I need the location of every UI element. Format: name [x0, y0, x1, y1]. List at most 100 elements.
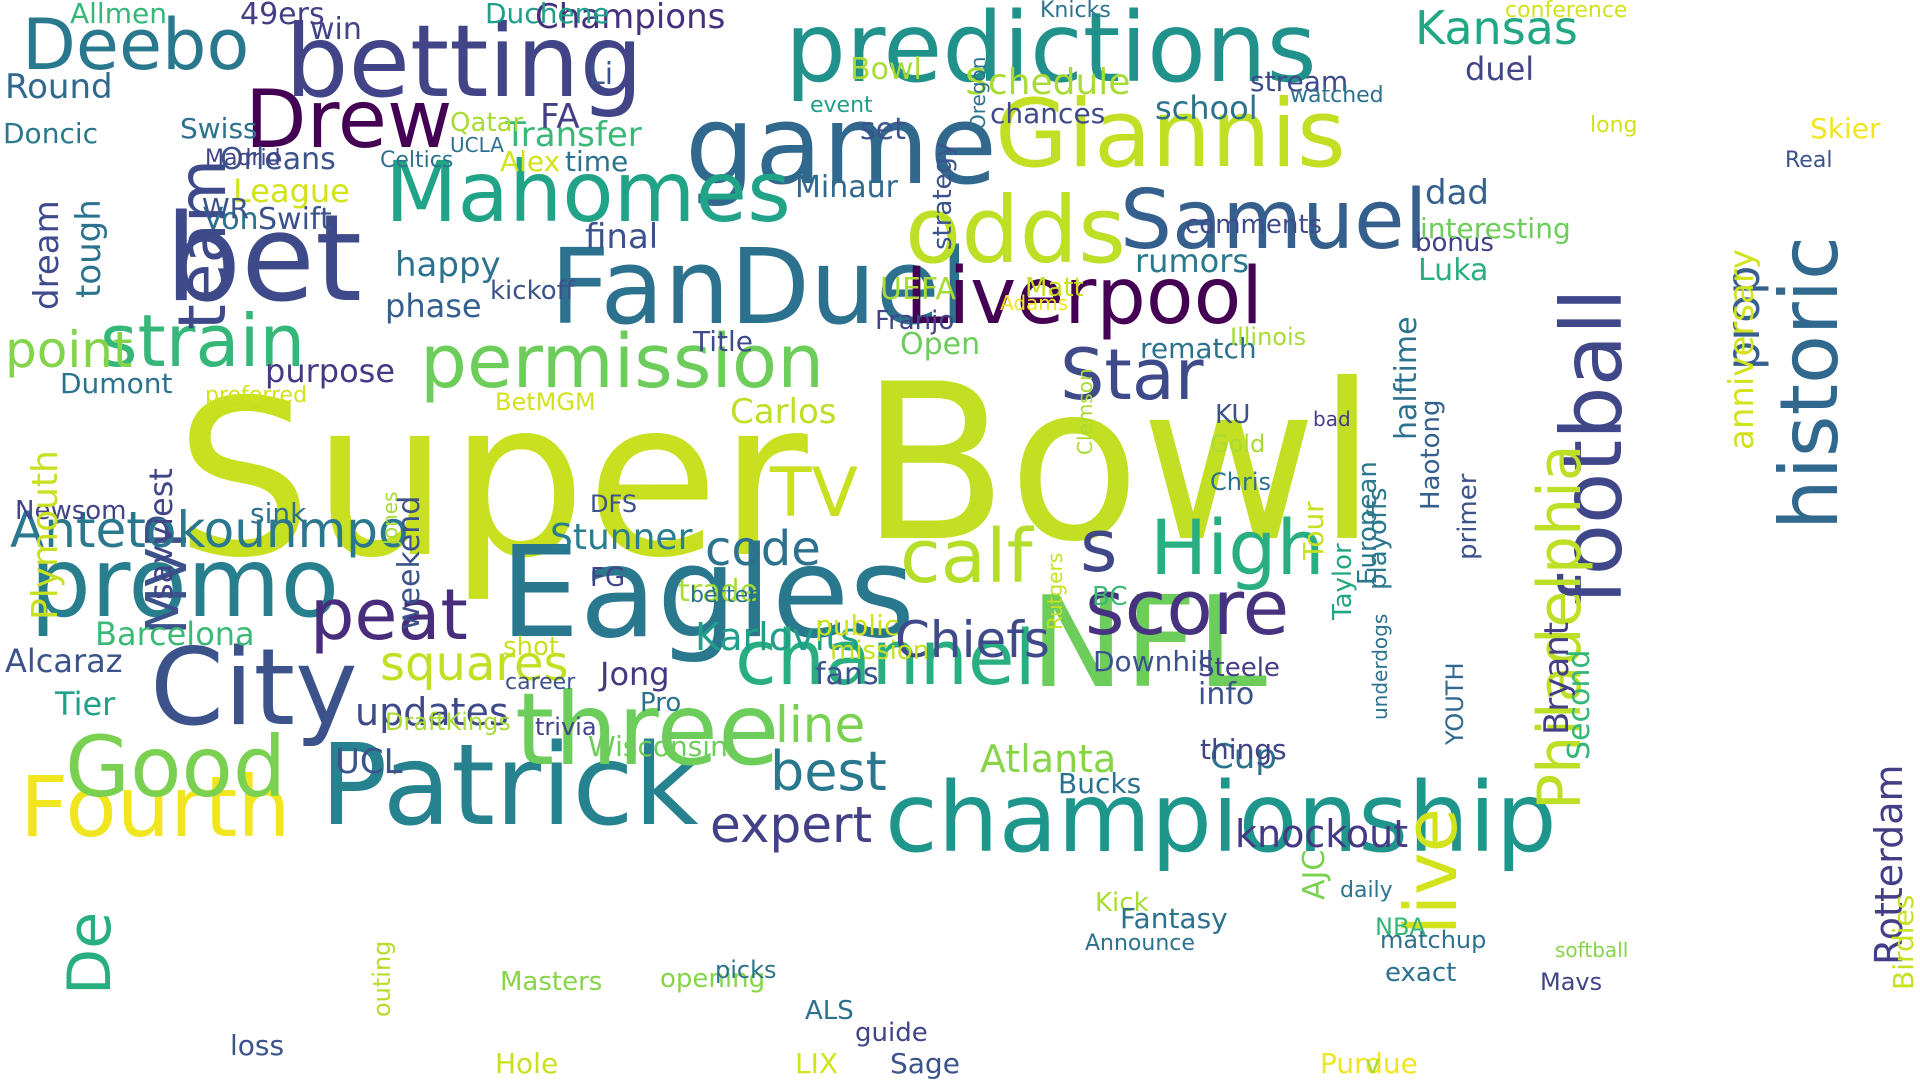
cloud-word: set — [860, 112, 906, 147]
cloud-word: trade — [678, 574, 758, 609]
cloud-word: BC — [1092, 582, 1128, 612]
cloud-word: Newsom — [15, 496, 127, 526]
cloud-word: Champions — [535, 0, 726, 37]
cloud-word: Celtics — [380, 148, 454, 173]
cloud-word: preferred — [205, 383, 308, 408]
cloud-word: three — [515, 671, 780, 788]
cloud-word: historic — [1763, 235, 1856, 530]
cloud-word: underdogs — [1368, 613, 1392, 720]
cloud-word: mission — [830, 636, 930, 666]
cloud-word: Announce — [1085, 931, 1195, 956]
cloud-word: Dumont — [60, 367, 173, 400]
cloud-word: Steele — [1198, 653, 1280, 683]
cloud-word: code — [705, 521, 821, 577]
cloud-word: FA — [540, 97, 580, 137]
cloud-word: Jones — [378, 491, 402, 545]
cloud-word: score — [1085, 563, 1290, 652]
cloud-word: Fantasy — [1120, 902, 1228, 935]
cloud-word: info — [1198, 677, 1255, 712]
cloud-word: expert — [710, 796, 873, 854]
cloud-word: NBA — [1375, 913, 1426, 941]
cloud-word: Duchene — [485, 0, 610, 30]
cloud-word: Tour — [1297, 501, 1330, 560]
cloud-word: Karlovits — [695, 615, 860, 659]
cloud-word: Madrid — [205, 146, 281, 171]
cloud-word: strategy — [928, 141, 958, 250]
cloud-word: KU — [1215, 400, 1251, 430]
cloud-word: fans — [815, 657, 879, 692]
cloud-word: dad — [1425, 173, 1489, 213]
cloud-word: opening — [660, 964, 766, 994]
cloud-word: stream — [1250, 65, 1349, 98]
cloud-word: Alex — [500, 145, 561, 178]
cloud-word: Eagles — [500, 519, 915, 666]
cloud-word: Mahomes — [385, 143, 791, 241]
cloud-word: strain — [100, 299, 306, 383]
cloud-word: Illinois — [1230, 323, 1307, 351]
cloud-word: UEFA — [880, 272, 956, 307]
cloud-word: time — [565, 145, 629, 178]
cloud-word: better — [690, 583, 758, 608]
cloud-word: Downhill — [1093, 645, 1214, 678]
cloud-word: trivia — [535, 713, 597, 741]
cloud-word: Hole — [495, 1047, 559, 1080]
cloud-word: Swiss — [180, 112, 258, 145]
cloud-word: Haotong — [1416, 399, 1446, 510]
cloud-word: Masters — [500, 967, 603, 997]
cloud-word: Oregon — [966, 56, 990, 130]
cloud-word: Stunner — [550, 517, 693, 558]
cloud-word: permission — [420, 319, 825, 405]
cloud-word: Patrick — [320, 721, 699, 851]
cloud-word: 49ers — [240, 0, 325, 32]
cloud-word: Deebo — [22, 4, 250, 86]
cloud-word: shot — [503, 632, 560, 662]
cloud-word: Atlanta — [980, 737, 1117, 781]
cloud-word: Carlos — [730, 392, 837, 432]
cloud-word: bonus — [1415, 228, 1494, 258]
cloud-word: duel — [1465, 50, 1535, 88]
cloud-word: Samuel — [1120, 173, 1428, 268]
cloud-word: loss — [230, 1029, 285, 1062]
cloud-word: chances — [990, 97, 1106, 130]
cloud-word: win — [310, 12, 362, 47]
cloud-word: updates — [355, 690, 509, 734]
cloud-word: Kansas — [1415, 1, 1578, 55]
cloud-word: career — [505, 670, 576, 695]
cloud-word: final — [585, 217, 659, 257]
cloud-word: Swift — [258, 202, 332, 237]
cloud-word: Barcelona — [95, 615, 255, 653]
cloud-word: guide — [855, 1018, 928, 1048]
cloud-word: exact — [1385, 958, 1457, 988]
cloud-word: softball — [1555, 938, 1629, 962]
cloud-word: watched — [1290, 83, 1384, 108]
cloud-word: AJC — [1297, 849, 1332, 900]
cloud-word: Liverpool — [905, 252, 1263, 342]
cloud-word: kickoff — [490, 276, 575, 306]
cloud-word: savviest — [142, 468, 180, 600]
cloud-word: Allmen — [70, 0, 167, 30]
cloud-word: TV — [770, 454, 859, 533]
cloud-word: Super — [175, 354, 808, 605]
cloud-word: Knicks — [1040, 0, 1111, 23]
cloud-word: public — [815, 609, 900, 642]
cloud-word: anniversary — [1722, 248, 1762, 450]
cloud-word: Li — [588, 57, 614, 92]
cloud-word: Wisconsin — [588, 730, 728, 763]
cloud-word: Fourth — [20, 758, 291, 856]
cloud-word: channel — [735, 613, 1036, 702]
cloud-word: Jong — [600, 655, 670, 693]
cloud-word: s — [1080, 504, 1118, 588]
cloud-word: Minaur — [795, 170, 898, 205]
cloud-word: daily — [1340, 878, 1393, 903]
cloud-word: things — [1200, 733, 1287, 766]
cloud-word: event — [810, 93, 873, 118]
cloud-word: best — [770, 740, 887, 803]
cloud-word: Kick — [1095, 888, 1149, 918]
cloud-word: Adams — [1000, 291, 1069, 315]
cloud-word: primer — [1453, 473, 1483, 560]
cloud-word: Franjo — [875, 306, 955, 336]
cloud-word: UCL — [335, 742, 403, 782]
cloud-word: Giannis — [995, 80, 1346, 189]
cloud-word: tough — [69, 199, 109, 298]
cloud-word: betting — [285, 3, 644, 120]
